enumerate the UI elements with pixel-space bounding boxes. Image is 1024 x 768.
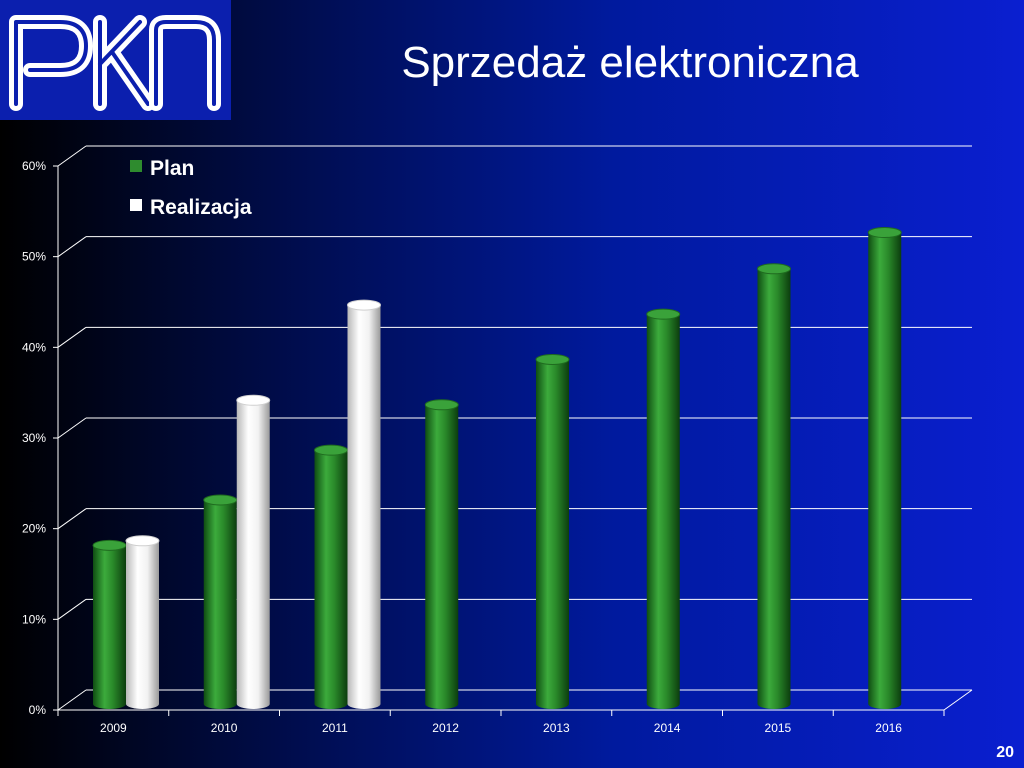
- x-tick-label: 2012: [432, 721, 459, 735]
- bar-realizacja-top: [125, 535, 160, 547]
- bar-plan-top: [424, 399, 459, 411]
- bar-plan-body: [757, 268, 791, 709]
- bar-plan-top: [314, 444, 348, 456]
- bar-realizacja: [125, 535, 160, 709]
- bar-plan: [646, 308, 681, 709]
- chart-legend: Plan Realizacja: [130, 157, 252, 219]
- bar-plan-body: [203, 500, 237, 709]
- gridline-side: [57, 326, 87, 348]
- legend-label-plan: Plan: [150, 157, 194, 180]
- y-tick-label: 60%: [22, 159, 46, 173]
- bar-plan: [314, 444, 348, 709]
- bar-realizacja-top: [236, 394, 271, 406]
- gridline-side: [57, 689, 87, 711]
- x-tick-label: 2009: [100, 721, 127, 735]
- y-tick-label: 30%: [22, 431, 46, 445]
- bar-chart: 0% 10% 20% 30% 40% 50% 60% 2009 2010 2011 2012 201…: [22, 145, 973, 735]
- chart-grid: [57, 145, 973, 711]
- y-axis: 0% 10% 20% 30% 40% 50% 60%: [22, 159, 58, 717]
- x-tick-label: 2014: [654, 721, 681, 735]
- bar-plan-top: [646, 308, 681, 320]
- x-tick-label: 2011: [322, 721, 348, 735]
- y-tick-label: 20%: [22, 522, 46, 536]
- bar-plan: [203, 494, 238, 709]
- legend-swatch-plan: [130, 160, 142, 172]
- bar-realizacja-body: [347, 305, 381, 709]
- bar-plan: [535, 353, 570, 709]
- bar-realizacja: [236, 394, 271, 709]
- page-number: 20: [996, 744, 1014, 761]
- chart-bars: [92, 227, 902, 710]
- x-tick-label: 2016: [875, 721, 902, 735]
- bar-plan-top: [92, 539, 127, 551]
- bar-plan-body: [646, 314, 680, 709]
- bar-plan: [757, 263, 791, 709]
- y-tick-label: 40%: [22, 340, 46, 354]
- bar-plan-top: [867, 227, 902, 239]
- gridline-side: [57, 236, 87, 258]
- bar-plan-top: [757, 263, 791, 275]
- bar-plan-top: [203, 494, 238, 506]
- pkn-logo-icon: [9, 15, 221, 111]
- legend-label-realizacja: Realizacja: [150, 196, 252, 219]
- bar-plan: [92, 539, 127, 709]
- y-tick-label: 10%: [22, 612, 46, 626]
- x-axis: 2009 2010 2011 2012 2013 2014 2015 2016: [57, 710, 945, 735]
- bar-realizacja-body: [126, 540, 159, 709]
- gridline-side: [57, 508, 87, 530]
- pkn-logo: [0, 0, 231, 120]
- bar-plan-top: [535, 353, 570, 365]
- bar-plan-body: [93, 545, 126, 709]
- x-tick-label: 2015: [765, 721, 792, 735]
- gridline-side: [57, 417, 87, 439]
- gridline-side: [57, 598, 87, 620]
- bar-plan-body: [868, 232, 902, 710]
- y-tick-label: 0%: [29, 703, 47, 717]
- gridline-side: [57, 145, 87, 167]
- x-tick-label: 2010: [211, 721, 238, 735]
- bar-plan-body: [536, 359, 569, 709]
- bar-realizacja-body: [236, 400, 270, 709]
- floor-edge: [943, 689, 973, 711]
- bar-plan-body: [425, 404, 459, 709]
- y-tick-label: 50%: [22, 250, 46, 264]
- page-title: Sprzedaż elektroniczna: [401, 38, 859, 87]
- bar-plan: [867, 227, 902, 710]
- x-tick-label: 2013: [543, 721, 570, 735]
- bar-plan-body: [314, 450, 348, 709]
- bar-plan: [424, 399, 459, 709]
- bar-realizacja: [347, 299, 381, 709]
- bar-realizacja-top: [347, 299, 381, 311]
- legend-swatch-realizacja: [130, 199, 142, 211]
